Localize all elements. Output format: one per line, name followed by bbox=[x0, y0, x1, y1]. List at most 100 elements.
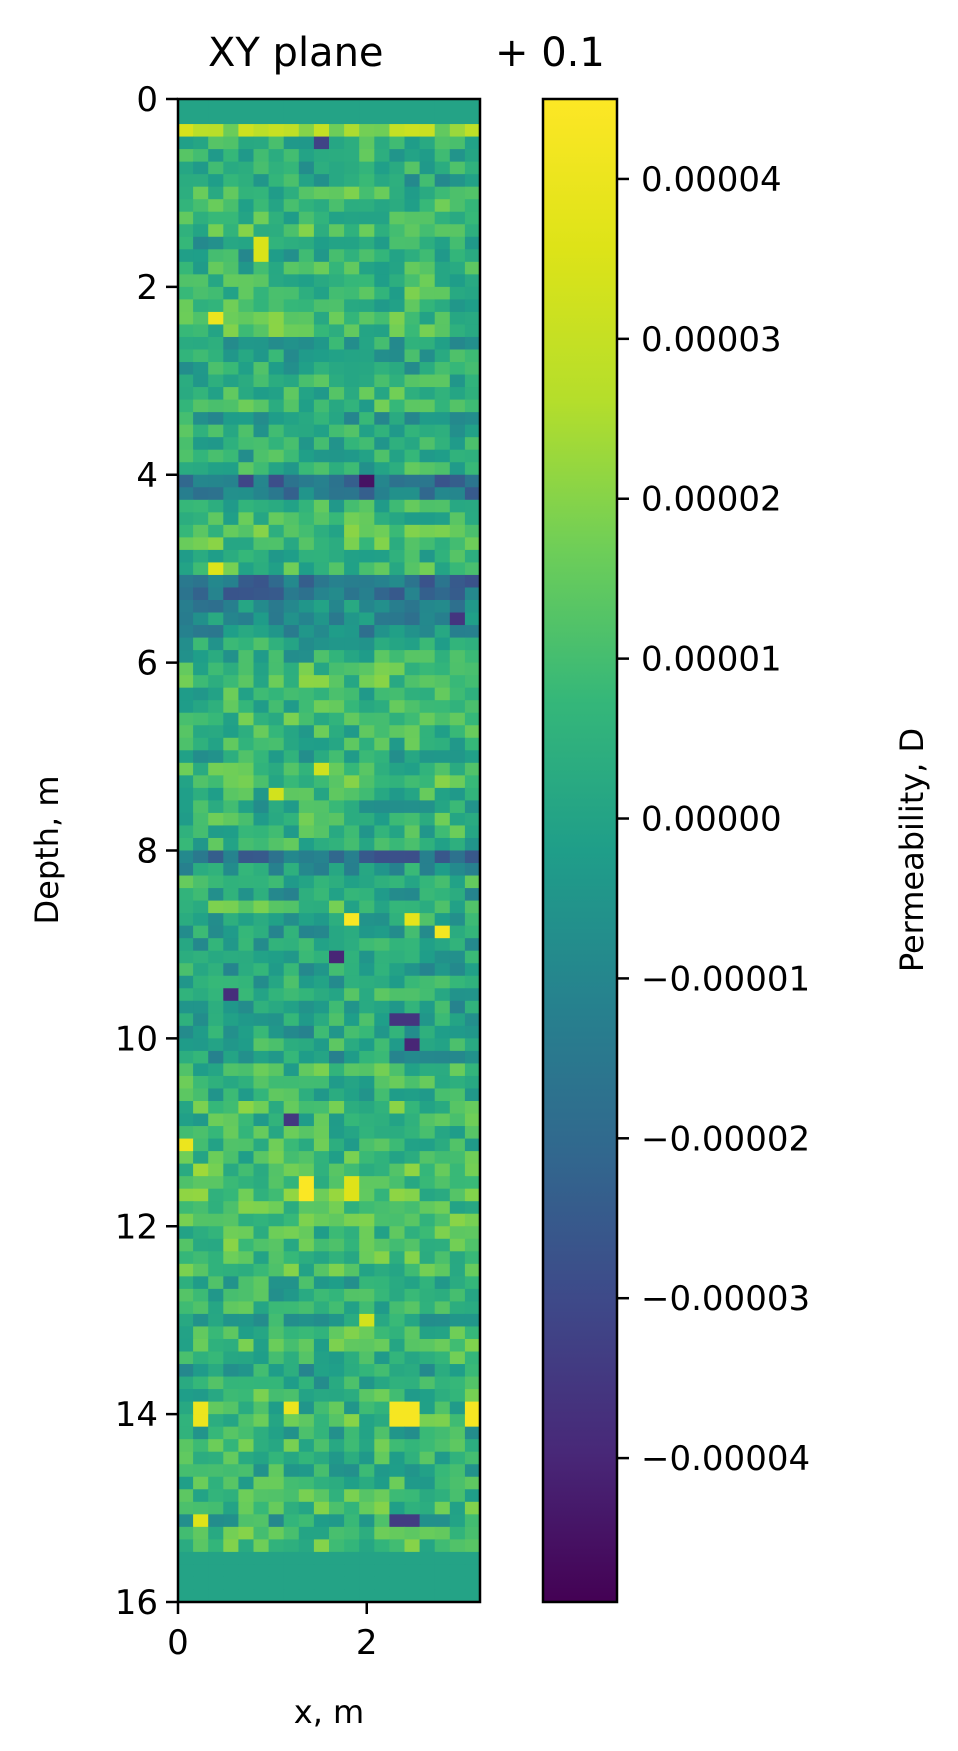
heatmap-cell bbox=[389, 286, 406, 300]
heatmap-cell bbox=[359, 474, 375, 488]
heatmap-cell bbox=[208, 950, 224, 964]
heatmap-cell bbox=[253, 1000, 270, 1014]
heatmap-cell bbox=[253, 687, 270, 701]
heatmap-cell bbox=[389, 1276, 406, 1290]
heatmap-cell bbox=[178, 449, 194, 463]
heatmap-cell bbox=[344, 1401, 360, 1415]
heatmap-cell bbox=[344, 261, 360, 275]
heatmap-cell bbox=[238, 349, 255, 363]
heatmap-cell bbox=[359, 1414, 375, 1428]
heatmap-cell bbox=[298, 1038, 315, 1052]
heatmap-cell bbox=[419, 211, 436, 225]
heatmap-cell bbox=[374, 1038, 390, 1052]
heatmap-cell bbox=[298, 1301, 315, 1315]
heatmap-cell bbox=[374, 1088, 390, 1102]
heatmap-cell bbox=[313, 1576, 330, 1591]
heatmap-cell bbox=[298, 1213, 315, 1227]
heatmap-cell bbox=[404, 174, 421, 188]
heatmap-cell bbox=[298, 549, 315, 564]
heatmap-cell bbox=[359, 1188, 375, 1202]
heatmap-cell bbox=[449, 1213, 466, 1227]
y-tick-label: 16 bbox=[115, 1583, 158, 1623]
heatmap-cell bbox=[344, 449, 360, 463]
heatmap-cell bbox=[268, 662, 285, 676]
heatmap-cell bbox=[464, 637, 481, 651]
heatmap-cell bbox=[419, 1351, 436, 1365]
heatmap-cell bbox=[404, 900, 421, 914]
heatmap-cell bbox=[464, 775, 481, 789]
heatmap-cell bbox=[389, 975, 406, 989]
heatmap-cell bbox=[344, 1038, 360, 1052]
heatmap-cell bbox=[344, 600, 360, 614]
heatmap-cell bbox=[434, 524, 451, 538]
heatmap-cell bbox=[464, 863, 481, 877]
heatmap-cell bbox=[313, 625, 330, 639]
heatmap-cell bbox=[359, 950, 375, 964]
heatmap-cell bbox=[449, 1464, 466, 1478]
x-tick-label: 2 bbox=[356, 1623, 378, 1663]
heatmap-cell bbox=[464, 437, 481, 451]
heatmap-cell bbox=[268, 474, 285, 488]
heatmap-cell bbox=[464, 1301, 481, 1315]
heatmap-cell bbox=[449, 1188, 466, 1202]
heatmap-cell bbox=[208, 1426, 224, 1440]
heatmap-cell bbox=[223, 1113, 239, 1127]
heatmap-cell bbox=[223, 963, 239, 977]
heatmap-cell bbox=[298, 775, 315, 789]
heatmap-cell bbox=[253, 124, 270, 138]
heatmap-cell bbox=[298, 1113, 315, 1127]
heatmap-cell bbox=[419, 1201, 436, 1215]
heatmap-cell bbox=[298, 1439, 315, 1453]
heatmap-cell bbox=[238, 950, 255, 964]
heatmap-cell bbox=[359, 512, 375, 526]
heatmap-cell bbox=[329, 437, 345, 451]
heatmap-cell bbox=[268, 1176, 285, 1190]
heatmap-cell bbox=[253, 149, 270, 163]
heatmap-cell bbox=[193, 336, 209, 351]
heatmap-cell bbox=[389, 487, 406, 501]
heatmap-cell bbox=[449, 988, 466, 1002]
heatmap-cell bbox=[464, 374, 481, 388]
heatmap-cell bbox=[344, 612, 360, 626]
heatmap-cell bbox=[419, 499, 436, 513]
heatmap-cell bbox=[268, 574, 285, 589]
heatmap-cell bbox=[268, 1226, 285, 1240]
heatmap-cell bbox=[268, 963, 285, 977]
heatmap-cell bbox=[464, 888, 481, 902]
heatmap-cell bbox=[238, 1101, 255, 1115]
heatmap-cell bbox=[223, 975, 239, 989]
heatmap-cell bbox=[208, 988, 224, 1002]
heatmap-cell bbox=[344, 800, 360, 814]
heatmap-cell bbox=[283, 424, 300, 438]
heatmap-cell bbox=[434, 474, 451, 488]
heatmap-cell bbox=[208, 199, 224, 213]
heatmap-cell bbox=[268, 149, 285, 163]
heatmap-cell bbox=[359, 1338, 375, 1353]
heatmap-cell bbox=[193, 1138, 209, 1152]
heatmap-cell bbox=[238, 1489, 255, 1503]
heatmap-cell bbox=[268, 1201, 285, 1215]
heatmap-cell bbox=[238, 462, 255, 476]
heatmap-cell bbox=[223, 537, 239, 551]
heatmap-cell bbox=[193, 737, 209, 751]
heatmap-cell bbox=[404, 499, 421, 513]
heatmap-cell bbox=[329, 1564, 345, 1578]
heatmap-cell bbox=[359, 1464, 375, 1478]
heatmap-cell bbox=[223, 224, 239, 238]
heatmap-cell bbox=[313, 1364, 330, 1378]
heatmap-cell bbox=[298, 1564, 315, 1578]
heatmap-cell bbox=[313, 324, 330, 338]
heatmap-cell bbox=[449, 124, 466, 138]
heatmap-cell bbox=[434, 1389, 451, 1403]
heatmap-cell bbox=[178, 199, 194, 213]
heatmap-cell bbox=[419, 574, 436, 589]
heatmap-cell bbox=[283, 286, 300, 300]
heatmap-cell bbox=[389, 587, 406, 601]
heatmap-cell bbox=[268, 224, 285, 238]
y-axis-label: Depth, m bbox=[28, 776, 66, 925]
heatmap-cell bbox=[238, 387, 255, 401]
heatmap-cell bbox=[238, 625, 255, 639]
heatmap-cell bbox=[329, 1589, 345, 1603]
heatmap-cell bbox=[389, 1050, 406, 1065]
colorbar-tick-label: −0.00004 bbox=[641, 1439, 810, 1479]
